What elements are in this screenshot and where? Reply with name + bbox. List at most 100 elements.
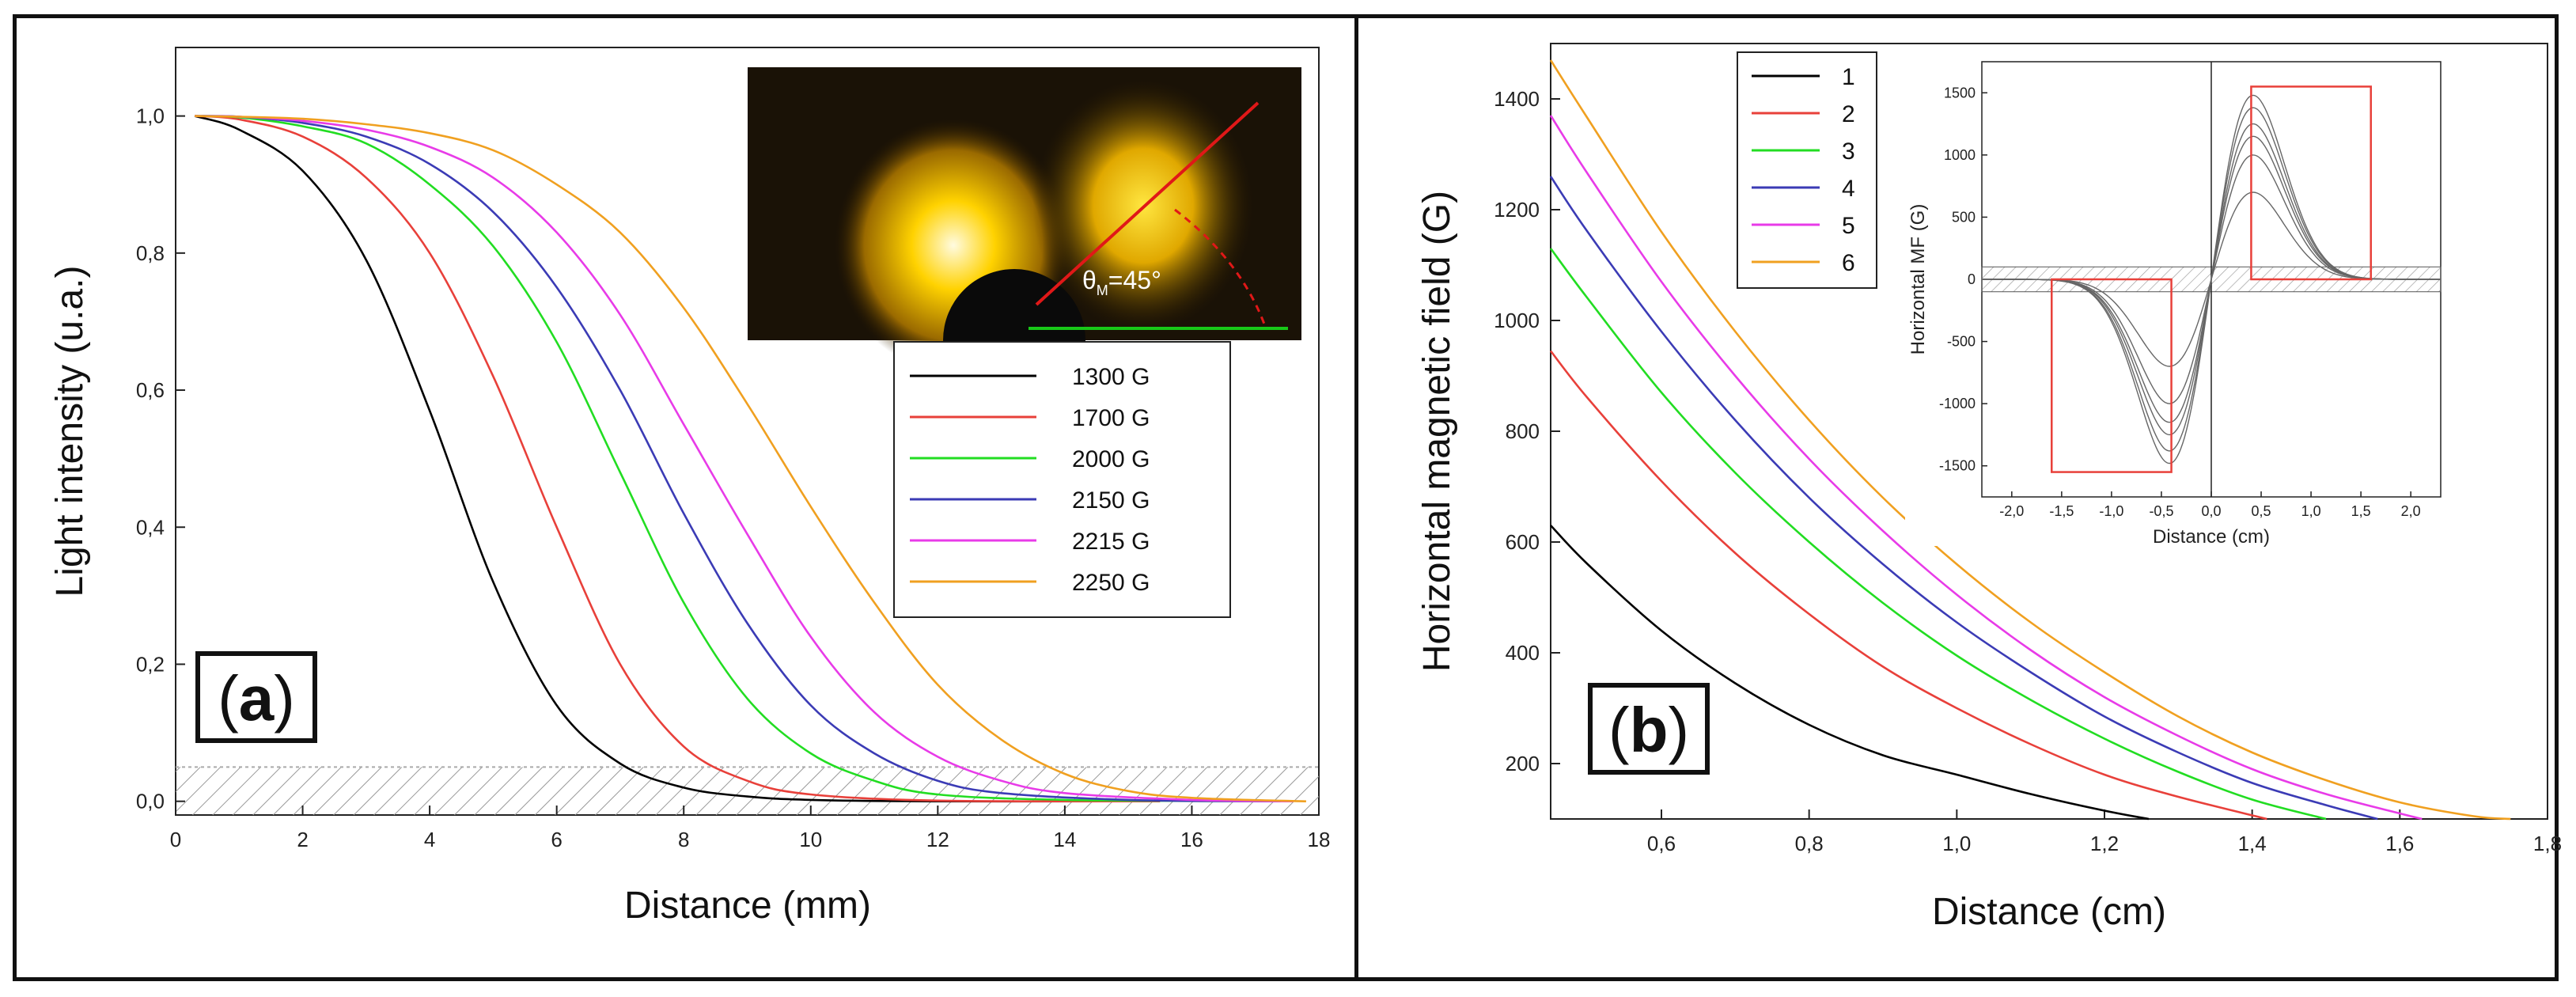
x-tick-label: 1,6 <box>2385 832 2414 855</box>
x-tick-label: 12 <box>926 828 949 851</box>
x-tick-label: 6 <box>551 828 562 851</box>
legend-label-1300-g: 1300 G <box>1072 364 1150 390</box>
y-axis-label-b: Horizontal magnetic field (G) <box>1416 191 1458 672</box>
inset-y-axis-label: Horizontal MF (G) <box>1907 204 1929 355</box>
legend-a <box>893 341 1231 618</box>
series-line-4 <box>1549 176 2378 821</box>
series-line-5 <box>1549 115 2423 821</box>
y-tick-label: 800 <box>1506 419 1540 443</box>
x-tick-label: 1,0 <box>1942 832 1971 855</box>
inset-threshold-box-positive <box>2250 85 2372 281</box>
x-tick-label: 10 <box>799 828 822 851</box>
inset-x-axis-ticks: -2,0 -1,5 -1,0 -0,5 0,0 0,5 1,0 1,5 2,0 <box>1999 491 2421 519</box>
inset-y-tick-label: 500 <box>1952 209 1976 225</box>
inset-x-tick-label: 2,0 <box>2401 503 2421 519</box>
inset-x-axis-label: Distance (cm) <box>2153 526 2270 548</box>
photo-theta-label: θM=45° <box>1082 266 1161 298</box>
legend-label-2: 2 <box>1842 101 1855 127</box>
y-tick-label: 0,4 <box>136 515 165 539</box>
legend-entries-a: 1300 G 1700 G 2000 G 2150 G 2215 G 2250 G <box>910 364 1150 596</box>
y-tick-label: 1200 <box>1494 198 1540 222</box>
inset-x-tick-label: -0,5 <box>2149 503 2173 519</box>
legend-label-2250-g: 2250 G <box>1072 570 1150 596</box>
series-line-2250-g <box>195 115 1306 802</box>
series-line-1300-g <box>194 115 1129 803</box>
y-tick-label: 0,2 <box>136 652 165 676</box>
inset-x-tick-label: 1,5 <box>2351 503 2371 519</box>
y-tick-label: 400 <box>1506 641 1540 665</box>
legend-label-2150-g: 2150 G <box>1072 487 1150 514</box>
legend-b <box>1737 51 1877 289</box>
x-tick-label: 4 <box>424 828 435 851</box>
series-group-b <box>1549 59 2511 821</box>
series-line-2 <box>1549 350 2267 821</box>
y-tick-label: 1,0 <box>136 104 165 128</box>
inset-x-tick-label: 0,5 <box>2252 503 2271 519</box>
x-tick-label: 16 <box>1180 828 1203 851</box>
x-tick-label: 2 <box>297 828 308 851</box>
y-tick-label: 0,0 <box>136 790 165 813</box>
panel-divider <box>1354 14 1358 981</box>
panel-label-box-b <box>1588 683 1710 775</box>
x-tick-label: 1,4 <box>2238 832 2267 855</box>
series-line-2150-g <box>195 115 1281 802</box>
x-axis-ticks-b: 0,6 0,8 1,0 1,2 1,4 1,6 1,8 <box>1647 809 2562 855</box>
x-tick-label: 8 <box>678 828 689 851</box>
inset-threshold-box-negative <box>2051 278 2173 473</box>
panel-label-b: (b) <box>1608 695 1689 765</box>
panel-b: 0,6 0,8 1,0 1,2 1,4 1,6 1,8 200400600800100012… <box>1416 43 2562 933</box>
inset-y-tick-label: -1500 <box>1939 458 1976 474</box>
inset-y-tick-label: 1000 <box>1944 147 1976 163</box>
legend-label-4: 4 <box>1842 176 1855 202</box>
x-tick-label: 1,8 <box>2533 832 2562 855</box>
series-group-a <box>176 115 1319 803</box>
inset-x-tick-label: -1,0 <box>2099 503 2123 519</box>
series-line-2000-g <box>195 115 1268 802</box>
series-line-1700-g <box>195 115 1161 803</box>
series-line-3 <box>1549 248 2327 821</box>
inset-y-axis-ticks: -1500 -1000 -500 0 500 1000 1500 <box>1939 85 1987 474</box>
legend-label-1: 1 <box>1842 64 1855 90</box>
inset-y-tick-label: 1500 <box>1944 85 1976 100</box>
legend-label-2000-g: 2000 G <box>1072 446 1150 472</box>
y-axis-label-a: Light intensity (u.a.) <box>49 266 91 597</box>
inset-x-tick-label: 1,0 <box>2301 503 2321 519</box>
inset-photo: θM=45° <box>748 67 1301 411</box>
legend-label-3: 3 <box>1842 138 1855 165</box>
legend-label-2215-g: 2215 G <box>1072 529 1150 555</box>
y-axis-ticks-a: 0,0 0,2 0,4 0,6 0,8 1,0 <box>136 104 185 813</box>
x-tick-label: 0,6 <box>1647 832 1676 855</box>
y-tick-label: 1000 <box>1494 309 1540 332</box>
inset-background <box>1905 47 2443 546</box>
inset-y-tick-label: -500 <box>1947 334 1976 350</box>
series-line-2215-g <box>195 115 1294 802</box>
y-axis-ticks-b: 200 400 600 800 1000 1200 1400 <box>1494 87 1560 775</box>
inset-x-tick-label: -2,0 <box>1999 503 2024 519</box>
x-axis-label-b: Distance (cm) <box>1932 891 2166 933</box>
x-tick-label: 0,8 <box>1795 832 1824 855</box>
x-tick-label: 18 <box>1308 828 1331 851</box>
panel-label-a: (a) <box>218 663 295 734</box>
series-line-6 <box>1549 59 2511 821</box>
photo-angle-arc <box>1174 208 1267 329</box>
x-axis-ticks-a: 0 2 4 6 8 10 12 14 16 18 <box>170 806 1331 851</box>
legend-entries-b: 1 2 3 4 5 6 <box>1752 64 1855 276</box>
panel-a: 0 2 4 6 8 10 12 14 16 18 0,0 0,2 0,4 0,6 0,8 1,0 Dista… <box>49 47 1330 927</box>
panel-label-box-a <box>195 651 317 743</box>
figure-frame <box>13 14 2559 981</box>
legend-label-1700-g: 1700 G <box>1072 405 1150 431</box>
y-tick-label: 1400 <box>1494 87 1540 111</box>
x-tick-label: 0 <box>170 828 181 851</box>
noise-band <box>176 767 1319 815</box>
inset-series-line <box>1982 94 2441 464</box>
legend-label-6: 6 <box>1842 250 1855 276</box>
photo-angle-line <box>1035 101 1260 306</box>
inset-y-tick-label: -1000 <box>1939 396 1976 411</box>
inset-y-tick-label: 0 <box>1968 271 1976 287</box>
x-axis-label-a: Distance (mm) <box>624 885 871 927</box>
x-tick-label: 1,2 <box>2090 832 2119 855</box>
y-tick-label: 200 <box>1506 752 1540 775</box>
y-tick-label: 600 <box>1506 530 1540 554</box>
x-tick-label: 14 <box>1053 828 1076 851</box>
